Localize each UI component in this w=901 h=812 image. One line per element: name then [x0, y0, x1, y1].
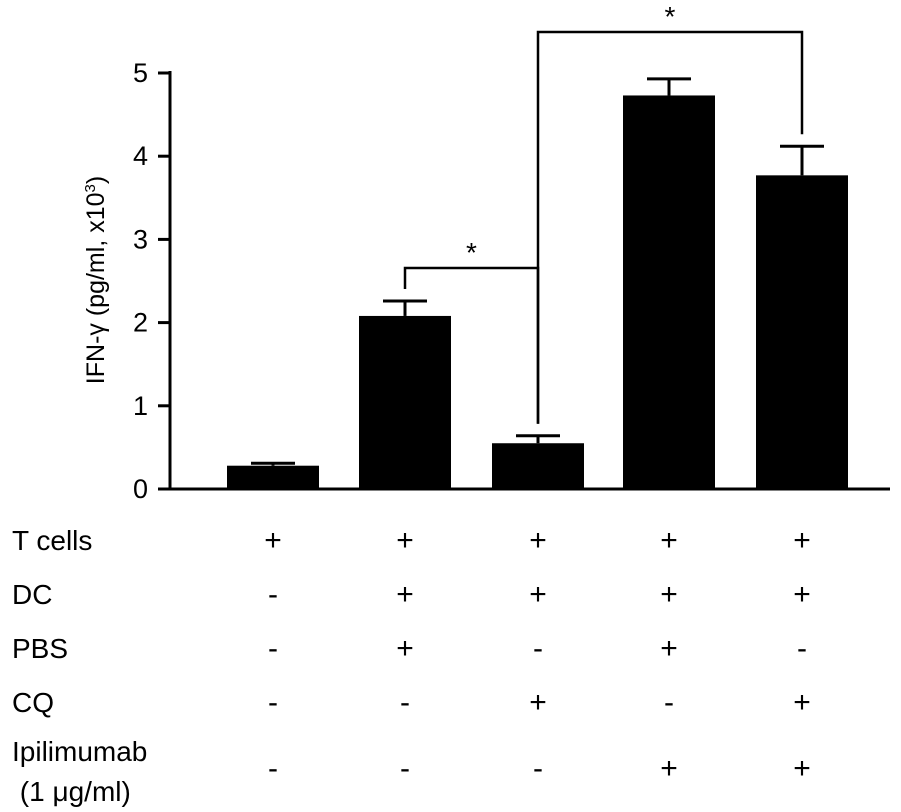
condition-cell: -	[268, 752, 278, 785]
condition-cell: -	[533, 752, 543, 785]
condition-cell: +	[264, 524, 282, 557]
y-axis-label-superscript: 3	[82, 184, 99, 192]
condition-cell: +	[396, 578, 414, 611]
condition-row-label: DC	[12, 580, 52, 610]
condition-cell: +	[660, 524, 678, 557]
condition-row-label: T cells	[12, 526, 92, 556]
plot-area: 0 1 2 3 4 5 * *	[133, 1, 890, 504]
condition-cell: +	[529, 578, 547, 611]
condition-cell: +	[793, 686, 811, 719]
condition-cell: -	[268, 632, 278, 665]
condition-row-label: PBS	[12, 634, 68, 664]
condition-cell: +	[396, 632, 414, 665]
condition-row-label-text: PBS	[12, 633, 69, 664]
condition-row-label-text: CQ	[12, 687, 54, 718]
significance-marker: *	[466, 237, 477, 268]
condition-cell: +	[660, 752, 678, 785]
condition-cell: +	[396, 524, 414, 557]
bar	[492, 443, 584, 489]
condition-cell: +	[660, 632, 678, 665]
condition-cell: +	[793, 578, 811, 611]
condition-cell: +	[793, 752, 811, 785]
condition-cell: -	[400, 752, 410, 785]
condition-row-label-text: Ipilimumab	[12, 736, 148, 767]
condition-cell: -	[533, 632, 543, 665]
y-tick-label: 5	[133, 58, 148, 88]
condition-cell: -	[268, 686, 278, 719]
significance-marker: *	[665, 1, 676, 32]
condition-cell: +	[529, 524, 547, 557]
y-tick-label: 0	[133, 474, 148, 504]
bar	[756, 175, 848, 489]
condition-row-label: CQ	[12, 688, 54, 718]
bar	[359, 315, 451, 489]
condition-cell: +	[529, 686, 547, 719]
y-tick-label: 4	[133, 141, 148, 171]
condition-row-label-text: DC	[12, 579, 53, 610]
bar	[623, 95, 715, 490]
condition-row-label-text-2: (1 μg/ml)	[19, 776, 131, 807]
condition-cell: +	[660, 578, 678, 611]
condition-row-label-text: T cells	[12, 525, 93, 556]
condition-cell: -	[797, 632, 807, 665]
bar	[227, 465, 319, 489]
condition-cell: -	[268, 578, 278, 611]
y-tick-label: 2	[133, 308, 148, 338]
condition-cell: -	[664, 686, 674, 719]
condition-row-label: Ipilimumab (1 μg/ml)	[12, 732, 147, 812]
condition-cell: +	[793, 524, 811, 557]
y-tick-label: 3	[133, 224, 148, 254]
y-tick-label: 1	[133, 391, 148, 421]
condition-cell: -	[400, 686, 410, 719]
significance-bracket	[536, 30, 804, 424]
y-axis-label: IFN-γ (pg/ml, x103)	[82, 176, 110, 384]
y-axis-label-close: )	[82, 176, 110, 184]
y-axis-label-main: IFN-γ (pg/ml, x10	[82, 192, 110, 384]
